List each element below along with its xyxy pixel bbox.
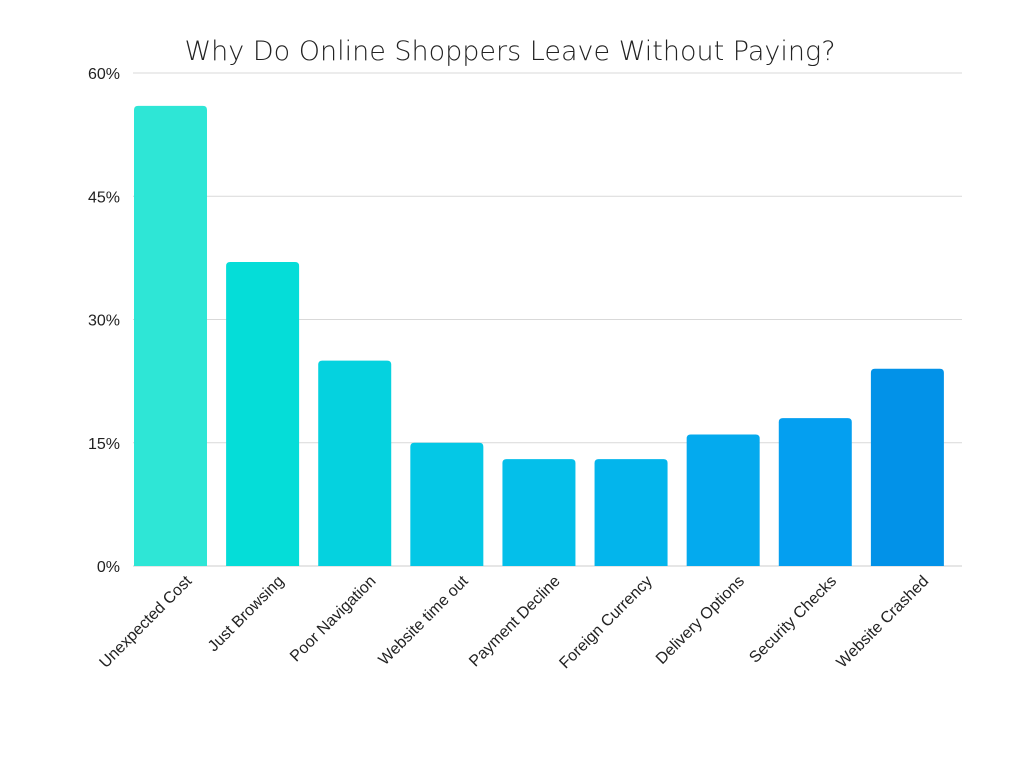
bars (134, 105, 944, 566)
bar-just-browsing (226, 261, 300, 566)
bar-delivery-options (686, 434, 760, 566)
chart-title: Why Do Online Shoppers Leave Without Pay… (184, 36, 835, 67)
x-category-label: Just Browsing (205, 573, 287, 655)
bar-poor-navigation (318, 360, 392, 566)
bar-website-crashed (870, 368, 944, 566)
bar-unexpected-cost (134, 105, 207, 566)
x-category-label: Poor Navigation (287, 573, 380, 666)
y-tick-label: 15% (88, 436, 120, 453)
y-axis-tick-labels: 0% 15% 30% 45% 60% (88, 66, 120, 576)
bar-foreign-currency (594, 459, 668, 566)
y-tick-label: 60% (88, 66, 120, 83)
x-category-label: Foreign Currency (556, 573, 655, 672)
x-axis-category-labels: Unexpected Cost Just Browsing Poor Navigat… (97, 572, 933, 672)
x-category-label: Delivery Options (653, 573, 748, 668)
bar-payment-decline (502, 459, 576, 566)
bar-security-checks (778, 418, 852, 566)
x-category-label: Website time out (376, 572, 472, 668)
x-category-label: Unexpected Cost (97, 572, 196, 671)
y-tick-label: 30% (88, 313, 120, 330)
x-category-label: Website Crashed (834, 573, 933, 672)
y-tick-label: 0% (97, 559, 120, 576)
y-tick-label: 45% (88, 189, 120, 206)
x-category-label: Payment Decline (466, 573, 564, 671)
bar-website-time-out (410, 442, 484, 566)
x-category-label: Security Checks (746, 573, 840, 667)
